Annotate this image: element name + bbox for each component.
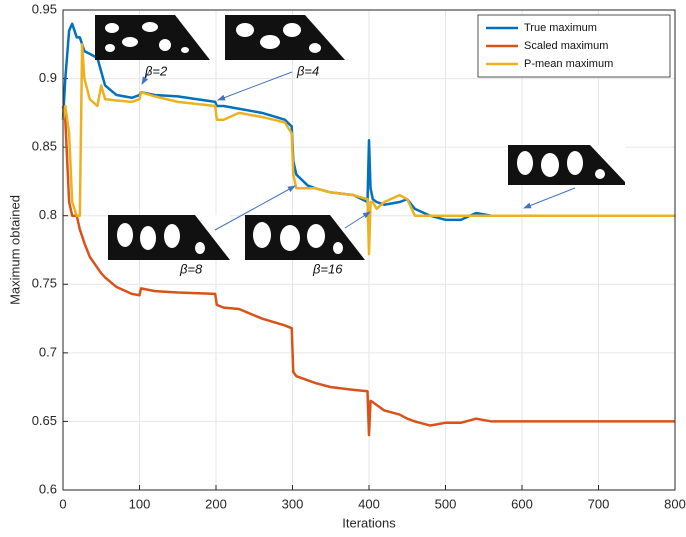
x-tick-label: 400 (358, 496, 380, 511)
x-tick-label: 500 (435, 496, 457, 511)
inset-beta8 (108, 215, 230, 260)
x-tick-label: 600 (511, 496, 533, 511)
y-tick-label: 0.6 (39, 481, 57, 496)
inset-final (508, 145, 625, 185)
x-tick-label: 700 (588, 496, 610, 511)
y-tick-label: 0.65 (32, 413, 57, 428)
series-line (61, 105, 675, 437)
series-line (61, 43, 675, 256)
annotation: β=4 (296, 63, 319, 78)
x-tick-label: 800 (664, 496, 686, 511)
annotation: β=8 (179, 261, 203, 276)
annotation: β=16 (312, 261, 343, 276)
arrows (141, 69, 576, 231)
y-tick-label: 0.8 (39, 207, 57, 222)
legend-label: P-mean maximum (524, 58, 613, 70)
annotation: β=2 (144, 63, 168, 78)
legend-label: True maximum (524, 22, 597, 34)
legend-label: Scaled maximum (524, 40, 608, 52)
y-axis-label: Maximum obtained (7, 195, 22, 305)
plot-frame (62, 9, 676, 491)
inset-beta4 (225, 15, 345, 60)
y-tick-label: 0.95 (32, 1, 57, 16)
inset-beta2 (95, 15, 210, 60)
y-tick-label: 0.7 (39, 344, 57, 359)
x-axis-label: Iterations (342, 515, 396, 530)
x-tick-label: 0 (59, 496, 66, 511)
x-tick-label: 300 (282, 496, 304, 511)
y-tick-label: 0.75 (32, 276, 57, 291)
series-line (61, 22, 675, 222)
y-tick-label: 0.85 (32, 139, 57, 154)
inset-beta16 (245, 215, 365, 260)
x-tick-label: 200 (205, 496, 227, 511)
x-tick-label: 100 (129, 496, 151, 511)
y-tick-label: 0.9 (39, 70, 57, 85)
